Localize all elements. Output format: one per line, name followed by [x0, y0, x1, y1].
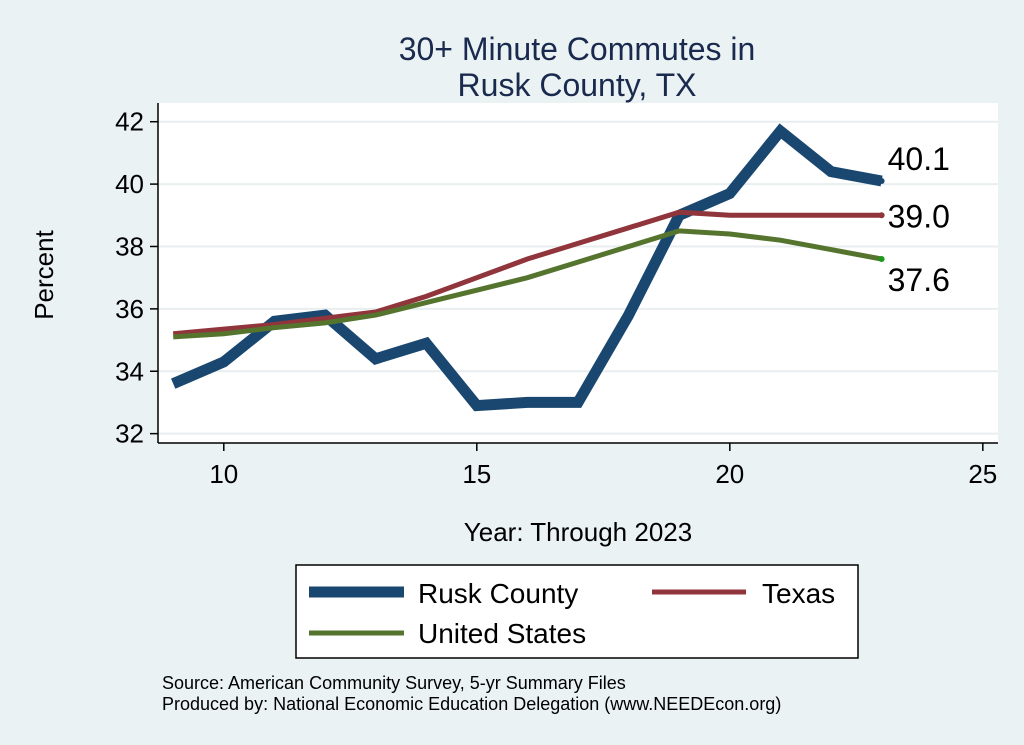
axes: 32 34 36 38 40 42 10 15 20 25 [115, 103, 998, 489]
chart-title-line-2: Rusk County, TX [458, 67, 697, 103]
y-axis-title: Percent [29, 229, 59, 319]
end-point-united-states [878, 255, 885, 262]
legend: Rusk County Texas United States [295, 564, 859, 659]
legend-label-texas: Texas [762, 578, 835, 609]
legend-box [295, 564, 859, 659]
y-tick-label-36: 36 [115, 294, 144, 324]
x-axis-title: Year: Through 2023 [464, 517, 692, 547]
end-labels: 40.1 39.0 37.6 [888, 141, 950, 298]
end-point-texas [878, 212, 885, 219]
plot-area [158, 103, 998, 443]
y-tick-label-34: 34 [115, 356, 144, 386]
end-label-rusk-county: 40.1 [888, 141, 950, 177]
x-tick-label-10: 10 [209, 459, 238, 489]
end-label-texas: 39.0 [888, 198, 950, 234]
grid-lines [158, 120, 998, 435]
x-tick-label-25: 25 [968, 459, 997, 489]
chart-title-line-1: 30+ Minute Commutes in [399, 31, 756, 67]
x-tick-label-15: 15 [462, 459, 491, 489]
y-tick-label-40: 40 [115, 169, 144, 199]
producer-note: Produced by: National Economic Education… [162, 694, 781, 714]
end-label-united-states: 37.6 [888, 262, 950, 298]
y-tick-label-38: 38 [115, 231, 144, 261]
series-line-united-states [173, 228, 883, 340]
x-tick-label-20: 20 [715, 459, 744, 489]
y-tick-label-32: 32 [115, 419, 144, 449]
series-line-rusk-county [171, 123, 883, 412]
y-tick-label-42: 42 [115, 107, 144, 137]
series-line-texas [172, 209, 882, 337]
source-note: Source: American Community Survey, 5-yr … [162, 673, 626, 693]
legend-label-united-states: United States [418, 618, 586, 649]
series-lines [171, 123, 885, 412]
end-point-rusk-county [878, 177, 885, 184]
legend-label-rusk-county: Rusk County [418, 578, 578, 609]
